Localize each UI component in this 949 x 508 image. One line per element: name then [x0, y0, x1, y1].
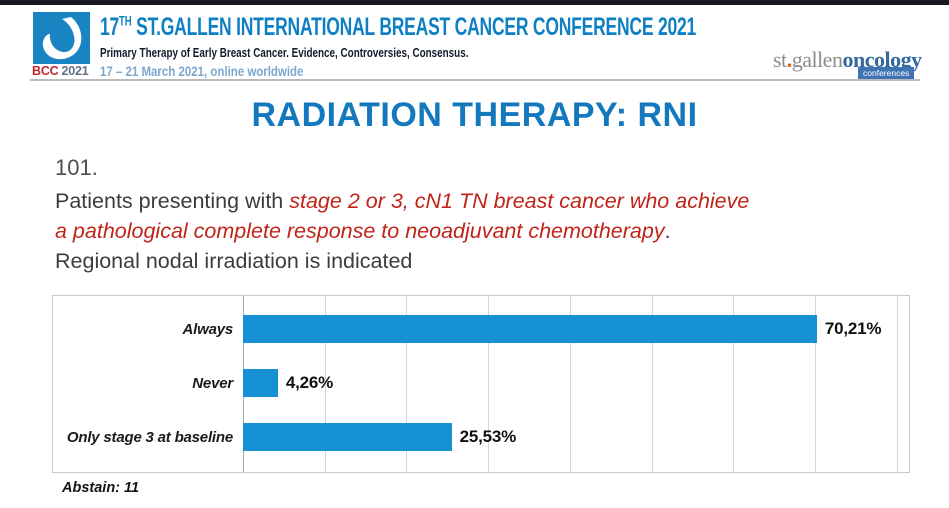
bcc-logo: [33, 12, 90, 64]
bar: [243, 315, 817, 343]
conference-subtitle: Primary Therapy of Early Breast Cancer. …: [100, 45, 469, 60]
chart-row: Always 70,21%: [53, 302, 905, 356]
brand-gallen: gallen: [791, 47, 843, 72]
bcc-logo-icon: [33, 12, 90, 64]
gridline-20: [406, 296, 408, 472]
bar-track: 70,21%: [243, 315, 905, 343]
question-line-3: Regional nodal irradiation is indicated: [55, 249, 413, 273]
brand-dot: .: [786, 47, 793, 72]
category-label: Always: [182, 320, 234, 338]
header-divider: [30, 79, 920, 81]
gridline-80: [896, 296, 898, 472]
slide-title: RADIATION THERAPY: RNI: [251, 96, 698, 134]
category-label: Only stage 3 at baseline: [66, 428, 233, 446]
value-label: 25,53%: [459, 427, 517, 446]
bar-chart: Always 70,21% Never 4,26% Only stage 3 at ba…: [52, 295, 910, 473]
question-period: .: [664, 219, 671, 243]
question-line-2: a pathological complete response to neoa…: [55, 216, 749, 246]
question-line-1: Patients presenting with stage 2 or 3, c…: [55, 186, 749, 216]
gridline-70: [815, 296, 817, 472]
chart-row: Never 4,26%: [53, 356, 905, 410]
gridline-60: [733, 296, 735, 472]
conference-title: 17TH ST.GALLEN INTERNATIONAL BREAST CANC…: [100, 13, 696, 42]
bcc-year: 2021: [61, 64, 89, 78]
chart-row: Only stage 3 at baseline 25,53%: [53, 410, 905, 464]
question-number: 101.: [55, 155, 98, 180]
conference-header: 17TH ST.GALLEN INTERNATIONAL BREAST CANC…: [100, 13, 949, 79]
abstain-note: Abstain: 11: [62, 480, 140, 496]
chart-rows: Always 70,21% Never 4,26% Only stage 3 at ba…: [53, 302, 905, 464]
bcc-logo-caption: BCC 2021: [32, 64, 102, 78]
brand-st: st: [773, 47, 787, 72]
question-highlight-1: stage 2 or 3, cN1 TN breast cancer who a…: [289, 189, 750, 213]
question-text: Patients presenting with stage 2 or 3, c…: [55, 186, 749, 276]
question-highlight-2: a pathological complete response to neoa…: [55, 219, 665, 243]
gridline-40: [569, 296, 571, 472]
bcc-label: BCC: [32, 64, 59, 78]
bar: [243, 423, 452, 451]
category-label: Never: [192, 374, 233, 392]
bar: [243, 369, 278, 397]
bar-track: 4,26%: [243, 369, 905, 397]
gridline-10: [324, 296, 326, 472]
title-superscript: TH: [119, 13, 132, 29]
brand-conferences-badge: conferences: [858, 67, 915, 80]
conference-dates: 17 – 21 March 2021, online worldwide: [100, 64, 304, 79]
value-label: 4,26%: [285, 373, 334, 392]
value-label: 70,21%: [824, 319, 882, 338]
stgallen-oncology-logo: st.gallenoncology: [773, 47, 922, 73]
bar-track: 25,53%: [243, 423, 905, 451]
top-border-strip: [0, 0, 949, 5]
title-text: ST.GALLEN INTERNATIONAL BREAST CANCER CO…: [131, 13, 697, 41]
title-number: 17: [100, 13, 120, 41]
gridline-30: [488, 296, 490, 472]
gridline-50: [651, 296, 653, 472]
question-intro: Patients presenting with: [55, 189, 290, 213]
